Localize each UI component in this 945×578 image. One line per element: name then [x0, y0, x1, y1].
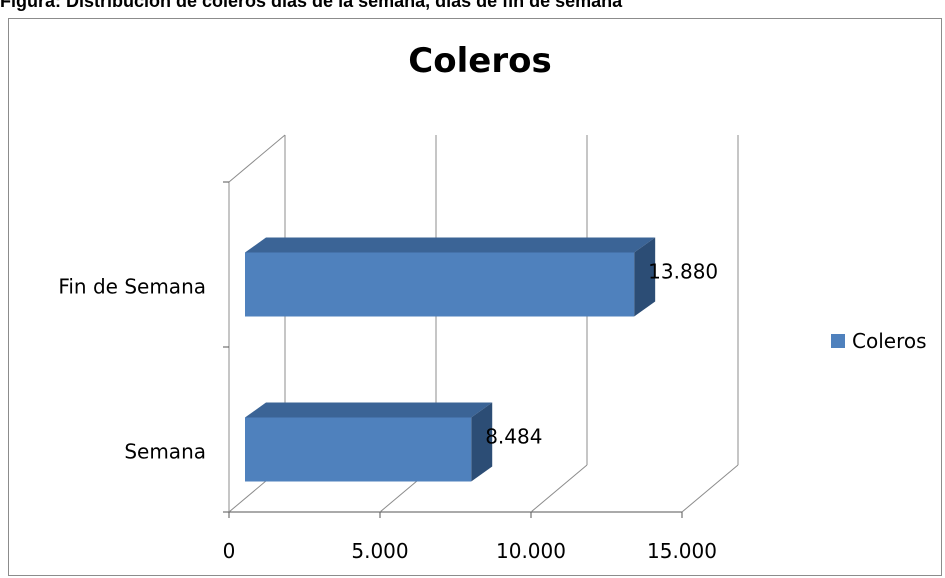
- bar-front-face: [245, 417, 472, 482]
- figure-caption: Figura: Distribución de coleros días de …: [0, 0, 623, 11]
- bar-value-label: 13.880: [648, 260, 718, 284]
- chart-title: Coleros: [408, 41, 551, 81]
- x-tick-label: 5.000: [351, 539, 408, 563]
- floor-gridline: [530, 464, 588, 513]
- bar-side-face: [471, 402, 493, 482]
- bar-value-label: 8.484: [485, 425, 542, 449]
- bar: [245, 237, 656, 317]
- x-tick-label: 15.000: [647, 539, 717, 563]
- bar: [245, 402, 493, 482]
- y-category-label: Semana: [124, 440, 206, 464]
- bar-top-face: [245, 402, 493, 418]
- legend-label: Coleros: [852, 329, 927, 353]
- y-category-label: Fin de Semana: [58, 275, 206, 299]
- x-tick-label: 0: [223, 539, 236, 563]
- floor-gridline: [681, 464, 739, 513]
- bar-side-face: [634, 237, 656, 317]
- legend-swatch: [831, 334, 845, 348]
- x-tick-label: 10.000: [496, 539, 566, 563]
- chart-frame: [8, 18, 942, 576]
- bar-front-face: [245, 252, 635, 317]
- left-wall-top-edge: [228, 134, 286, 183]
- bar-top-face: [245, 237, 656, 253]
